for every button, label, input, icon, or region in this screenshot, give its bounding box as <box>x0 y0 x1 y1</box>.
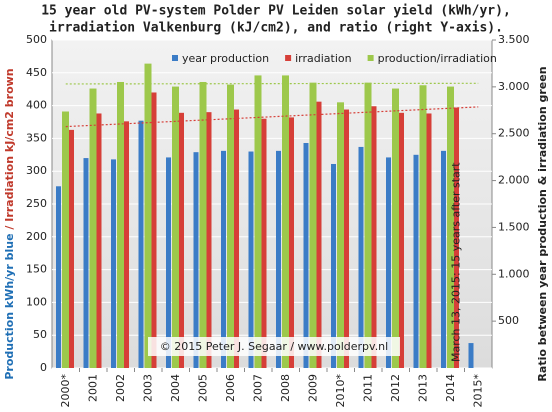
bar <box>364 82 372 368</box>
bar <box>138 120 144 368</box>
x-tick-label: 2010* <box>334 374 347 408</box>
bar <box>337 102 344 368</box>
chart-title: irradiation Valkenburg (kJ/cm2), and rat… <box>49 21 503 36</box>
bar <box>83 158 89 368</box>
x-tick-label: 2004 <box>169 374 182 402</box>
bar <box>193 152 199 368</box>
y2-axis-label: Ratio between year production & irradiat… <box>536 66 549 381</box>
y-axis-label-part: Production kWh/yr blue <box>3 233 16 379</box>
bar <box>260 118 267 368</box>
x-tick-label: 2006 <box>224 374 237 402</box>
y2-tick-label: 2.500 <box>498 127 530 140</box>
bar <box>282 75 289 368</box>
bar <box>419 85 427 368</box>
bar <box>254 75 262 368</box>
bar <box>248 151 254 368</box>
bar <box>425 113 432 368</box>
y-tick-label: 350 <box>26 131 47 144</box>
x-tick-label: 2014 <box>444 374 457 402</box>
bar <box>358 146 364 368</box>
legend-label: production/irradiation <box>378 52 497 65</box>
y2-tick-label: 1.500 <box>498 220 530 233</box>
x-tick-label: 2015* <box>471 374 484 408</box>
y-tick-label: 50 <box>33 328 47 341</box>
y-axis-label-part: / Irradiation kJ/cm2 brown <box>3 68 16 233</box>
annotation: © 2015 Peter J. Segaar / www.polderpv.nl <box>160 340 388 353</box>
y-tick-label: 0 <box>40 361 47 374</box>
bar <box>288 117 294 369</box>
x-tick-label: 2012 <box>389 374 402 402</box>
bar <box>315 101 322 368</box>
bar <box>166 157 171 368</box>
bar <box>178 112 184 368</box>
bar <box>205 112 212 368</box>
bar <box>111 159 116 368</box>
bar <box>56 186 61 368</box>
trendline <box>65 106 479 128</box>
y2-tick-label: 3.000 <box>498 80 530 93</box>
y-tick-label: 150 <box>26 263 47 276</box>
trendline <box>65 82 479 85</box>
chart-title: 15 year old PV-system Polder PV Leiden s… <box>41 4 511 19</box>
bar <box>386 157 391 368</box>
x-tick-label: 2001 <box>86 374 99 402</box>
y-tick-label: 450 <box>26 66 47 79</box>
legend-swatch <box>172 55 178 61</box>
bar <box>453 107 459 369</box>
x-tick-label: 2013 <box>416 374 429 402</box>
bar <box>233 109 239 368</box>
bar <box>199 81 207 368</box>
legend-swatch <box>285 55 292 61</box>
bar <box>447 86 454 369</box>
bar <box>413 154 419 368</box>
bar <box>221 150 226 368</box>
bar <box>150 92 157 368</box>
x-tick-label: 2002 <box>114 374 127 402</box>
y-tick-label: 300 <box>26 164 47 177</box>
x-tick-label: 2005 <box>196 374 209 402</box>
bar <box>227 84 234 368</box>
bar <box>89 88 97 368</box>
bar <box>123 121 129 369</box>
y-tick-label: 200 <box>26 230 47 243</box>
y-tick-label: 250 <box>26 197 47 210</box>
bar <box>343 109 349 368</box>
annotation: March 13, 2015: 15 years after start <box>450 162 463 362</box>
copyright-box <box>148 337 400 356</box>
bar <box>276 150 281 368</box>
bar <box>95 113 102 368</box>
legend-label: irradiation <box>295 52 352 65</box>
bar <box>303 142 309 368</box>
bar <box>68 129 74 368</box>
y-axis-label: Production kWh/yr blue / Irradiation kJ/… <box>3 68 16 379</box>
legend-swatch <box>367 55 374 61</box>
bar <box>117 81 124 368</box>
y-tick-label: 400 <box>26 99 47 112</box>
y-tick-label: 500 <box>26 33 47 46</box>
y-tick-label: 100 <box>26 295 47 308</box>
bar <box>370 106 377 369</box>
bar <box>468 343 474 368</box>
x-tick-label: 2000* <box>59 374 72 408</box>
bar <box>144 63 152 369</box>
bar <box>62 111 69 368</box>
bar <box>392 88 399 368</box>
bar <box>309 82 317 368</box>
legend-label: year production <box>182 52 269 65</box>
x-tick-label: 2009 <box>306 374 319 402</box>
y2-tick-label: 2.000 <box>498 174 530 187</box>
y2-tick-label: 3.500 <box>498 33 530 46</box>
bar <box>441 150 446 368</box>
x-tick-label: 2007 <box>251 374 264 402</box>
bar <box>172 86 179 369</box>
x-tick-label: 2008 <box>279 374 292 402</box>
bar <box>331 163 336 368</box>
x-tick-label: 2003 <box>141 374 154 402</box>
y2-tick-label: 500 <box>498 314 519 327</box>
y2-tick-label: 1.000 <box>498 267 530 280</box>
x-tick-label: 2011 <box>361 374 374 402</box>
bar <box>398 112 404 368</box>
